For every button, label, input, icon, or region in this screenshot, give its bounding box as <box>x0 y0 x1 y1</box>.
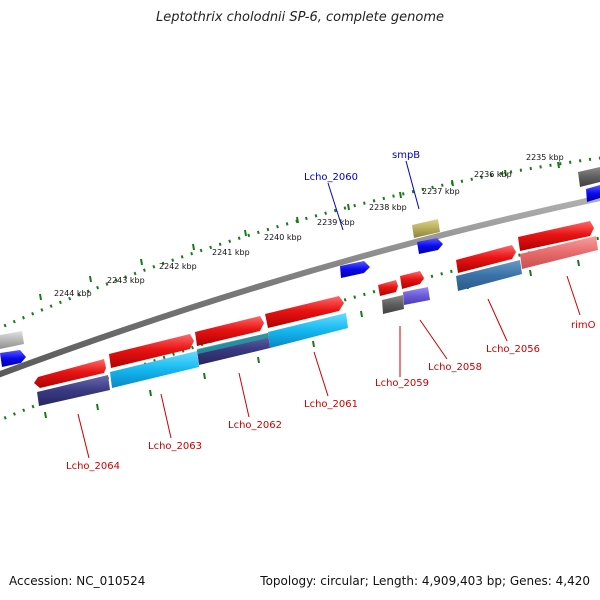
gene-label-lcho-2060: Lcho_2060 <box>304 172 358 183</box>
kbp-label-2238: 2238 kbp <box>369 203 407 212</box>
feature-smpB[interactable] <box>412 219 440 238</box>
forward-features <box>34 221 594 388</box>
feature-lcho-2063-forward[interactable] <box>109 334 194 368</box>
gene-label-lcho-2063: Lcho_2063 <box>148 441 202 452</box>
feature-blue-under-smpB[interactable] <box>417 238 443 254</box>
kbp-scale-outer <box>0 156 600 330</box>
genome-summary: Topology: circular; Length: 4,909,403 bp… <box>260 574 590 588</box>
kbp-label-2239: 2239 kbp <box>317 218 355 227</box>
accession-label: Accession: <box>9 574 73 588</box>
genome-backbone <box>0 195 600 378</box>
feature-edge-blue-left[interactable] <box>0 350 26 367</box>
accession-value: NC_010524 <box>76 574 146 588</box>
feature-rimO-forward[interactable] <box>518 221 594 251</box>
genes-label: Genes: <box>509 574 552 588</box>
gene-label-lcho-2062: Lcho_2062 <box>228 420 282 431</box>
leader-lines-top <box>327 160 420 231</box>
edge-features <box>0 167 600 367</box>
reverse-features <box>37 236 598 406</box>
gene-label-lcho-2064: Lcho_2064 <box>66 461 120 472</box>
feature-lcho-2056-forward[interactable] <box>456 245 516 273</box>
length-label: Length: <box>372 574 419 588</box>
sep-1: ; <box>364 574 369 588</box>
feature-edge-light-left[interactable] <box>0 331 24 349</box>
feature-lcho-2056-cds[interactable] <box>456 260 522 291</box>
topology-label: Topology: <box>260 574 317 588</box>
accession-info: Accession: NC_010524 <box>9 574 145 588</box>
feature-lcho-2061-forward[interactable] <box>265 296 344 328</box>
kbp-major-ticks-outer <box>39 161 560 301</box>
feature-lcho-2060[interactable] <box>340 261 370 278</box>
feature-lcho-2058-forward[interactable] <box>400 271 424 289</box>
kbp-label-2237: 2237 kbp <box>422 187 460 196</box>
map-title: Leptothrix cholodnii SP-6, complete geno… <box>156 10 444 25</box>
feature-lcho-2064-forward[interactable] <box>34 359 106 388</box>
feature-edge-gray-right[interactable] <box>578 167 600 187</box>
feature-lcho-2061-cds[interactable] <box>268 313 348 348</box>
genes-value: 4,420 <box>555 574 590 588</box>
feature-lcho-2064-cds[interactable] <box>37 375 110 406</box>
feature-lcho-2059-forward[interactable] <box>378 280 398 296</box>
feature-lcho-2059-cds[interactable] <box>382 295 404 314</box>
gene-label-lcho-2061: Lcho_2061 <box>304 399 358 410</box>
kbp-label-2235: 2235 kbp <box>526 153 564 162</box>
sep-2: ; <box>501 574 507 588</box>
kbp-label-2243: 2243 kbp <box>107 276 145 285</box>
feature-rimO-cds[interactable] <box>520 236 598 269</box>
gene-label-rimO: rimO <box>571 320 596 331</box>
feature-edge-blue-right[interactable] <box>586 185 600 202</box>
gene-label-lcho-2058: Lcho_2058 <box>428 362 482 373</box>
kbp-label-2242: 2242 kbp <box>159 262 197 271</box>
kbp-label-2240: 2240 kbp <box>264 233 302 242</box>
leader-lines-bottom <box>77 275 581 459</box>
kbp-label-2241: 2241 kbp <box>212 248 250 257</box>
topology-value: circular <box>320 574 365 588</box>
feature-lcho-2063-cds[interactable] <box>110 351 199 388</box>
feature-lcho-2062-overlay <box>197 333 268 354</box>
feature-lcho-2062-forward[interactable] <box>195 316 264 346</box>
gene-label-smpB: smpB <box>392 150 420 161</box>
gene-label-lcho-2056: Lcho_2056 <box>486 344 540 355</box>
kbp-label-2236: 2236 kbp <box>474 170 512 179</box>
kbp-label-2244: 2244 kbp <box>54 289 92 298</box>
length-value: 4,909,403 bp <box>421 574 502 588</box>
feature-lcho-2058-cds[interactable] <box>403 287 430 305</box>
gene-label-lcho-2059: Lcho_2059 <box>375 378 429 389</box>
